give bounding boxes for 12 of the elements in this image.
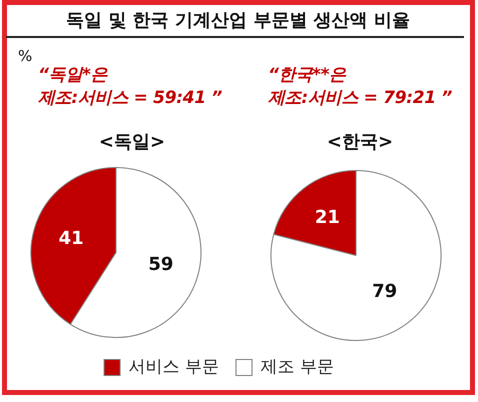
slice-label: <독일>: [98, 132, 166, 153]
data-label: 79: [372, 281, 398, 302]
text: “한국**은 제조:서비스 = 79:21 ”: [268, 64, 452, 109]
text: %: [18, 47, 32, 65]
legend-label: 제조 부문: [260, 356, 334, 377]
legend-label: 서비스 부문: [128, 356, 219, 377]
chart-title: 독일 및 한국 기계산업 부문별 생산액 비율: [65, 9, 411, 32]
data-label: 41: [58, 228, 84, 250]
slice-label: <한국>: [326, 132, 394, 153]
data-label: 21: [314, 207, 340, 228]
text: “독일*은 제조:서비스 = 59:41 ”: [38, 64, 222, 109]
data-label: 59: [148, 254, 174, 276]
